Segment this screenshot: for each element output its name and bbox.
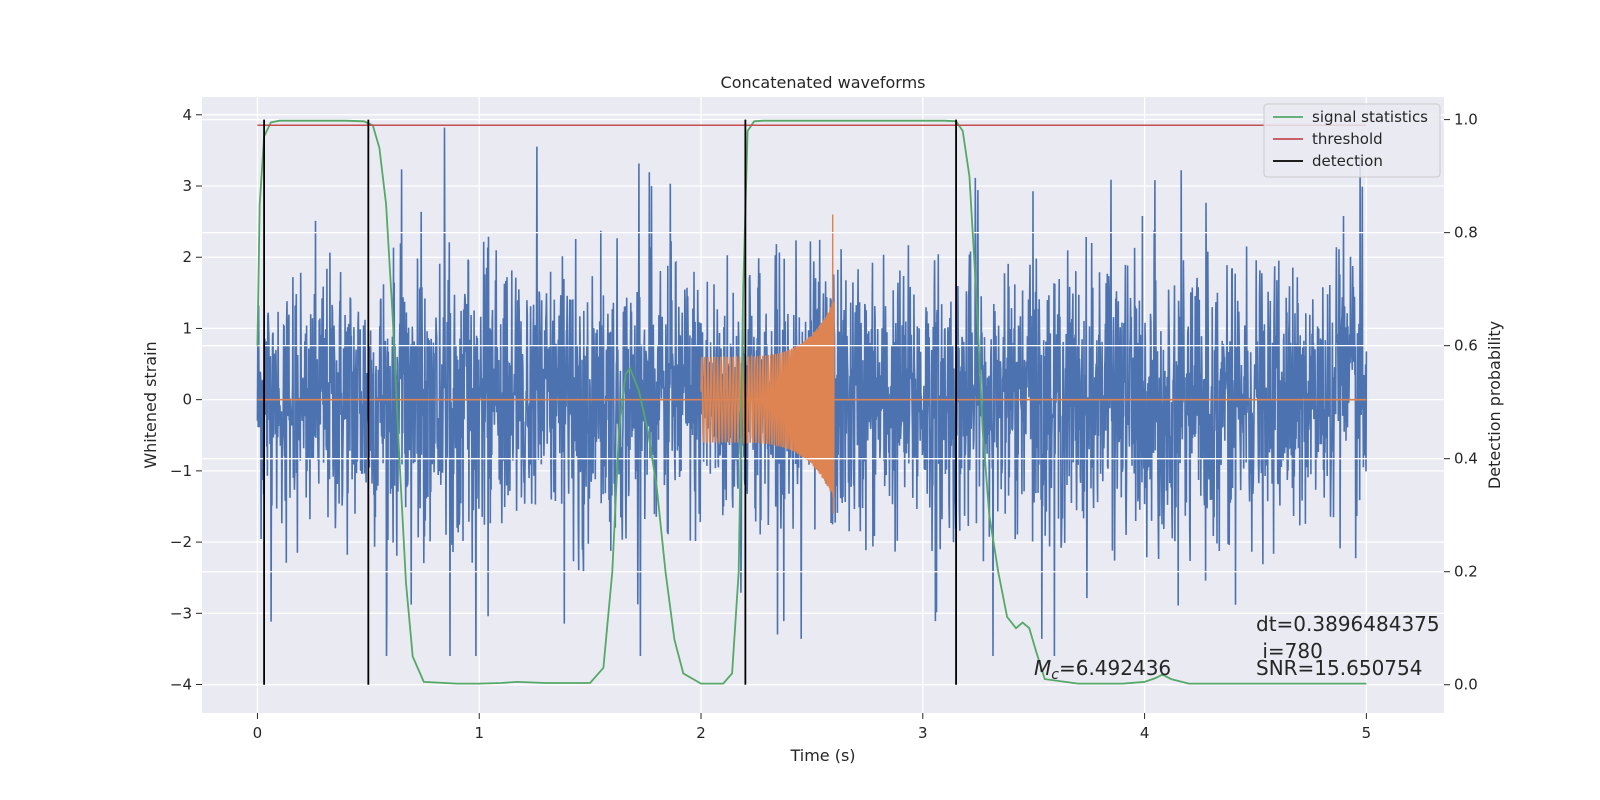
x-tick-label: 5 bbox=[1362, 724, 1372, 742]
y-tick-label: 4 bbox=[182, 106, 192, 124]
chirp-mass-annotation: Mc=6.492436 bbox=[1034, 656, 1171, 683]
index-annotation: i=780 bbox=[1256, 639, 1323, 663]
snr-annotation: SNR=15.650754 bbox=[1256, 656, 1422, 680]
y-tick-label: −1 bbox=[170, 462, 192, 480]
legend-label-detection: detection bbox=[1312, 152, 1383, 170]
detection-lines bbox=[263, 119, 957, 685]
signal-statistics-line bbox=[256, 119, 1367, 685]
legend-label-signal: signal statistics bbox=[1312, 108, 1428, 126]
dt-annotation: dt=0.3896484375 bbox=[1256, 612, 1440, 636]
x-axis-label: Time (s) bbox=[789, 746, 855, 765]
y-tick-label: −3 bbox=[170, 604, 192, 622]
legend: signal statistics threshold detection bbox=[1263, 103, 1441, 178]
chart-title: Concatenated waveforms bbox=[721, 73, 926, 92]
legend-label-threshold: threshold bbox=[1312, 130, 1383, 148]
y2-tick-label: 0.0 bbox=[1454, 676, 1478, 694]
grid-overlay bbox=[202, 118, 1444, 686]
y2-tick-label: 1.0 bbox=[1454, 111, 1478, 129]
x-tick-label: 1 bbox=[474, 724, 484, 742]
y-tick-label: 2 bbox=[182, 248, 192, 266]
y2-axis-label: Detection probability bbox=[1485, 321, 1504, 489]
y2-tick-label: 0.8 bbox=[1454, 224, 1478, 242]
x-tick-label: 0 bbox=[253, 724, 263, 742]
x-tick-label: 3 bbox=[918, 724, 928, 742]
y-tick-label: 0 bbox=[182, 391, 192, 409]
x-tick-label: 4 bbox=[1140, 724, 1150, 742]
template-series-line bbox=[700, 214, 835, 514]
y-tick-label: −2 bbox=[170, 533, 192, 551]
plot-area bbox=[202, 118, 1444, 686]
y-tick-label: 3 bbox=[182, 177, 192, 195]
y2-tick-label: 0.6 bbox=[1454, 337, 1478, 355]
y2-tick-label: 0.4 bbox=[1454, 450, 1478, 468]
x-tick-label: 2 bbox=[696, 724, 706, 742]
axis-ticks: 0 1 2 3 4 5 −4 −3 −2 −1 0 1 2 3 4 0.0 0.2 0.4 0.6 0.8 1.0 bbox=[170, 106, 1478, 742]
y-tick-label: 1 bbox=[182, 319, 192, 337]
legend-box bbox=[1263, 103, 1441, 178]
y-tick-label: −4 bbox=[170, 676, 192, 694]
y2-tick-label: 0.2 bbox=[1454, 563, 1478, 581]
y-axis-label: Whitened strain bbox=[141, 341, 160, 468]
